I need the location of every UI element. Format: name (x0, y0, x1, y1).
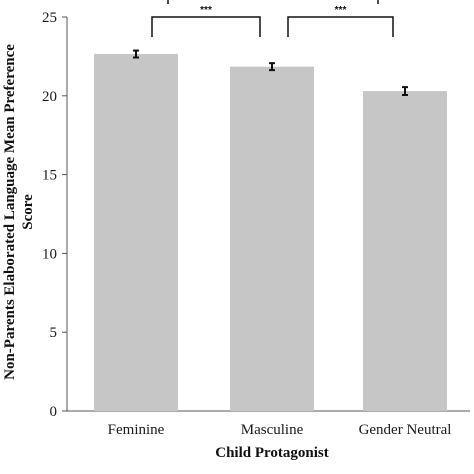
significance-label-0: *** (200, 5, 212, 16)
y-tick-label-0: 0 (50, 404, 58, 420)
significance-bracket-1 (287, 16, 394, 37)
y-axis-title: Non-Parents Elaborated Language Mean Pre… (2, 44, 36, 380)
y-tick-label-20: 20 (42, 89, 57, 105)
bar-gender-neutral (363, 91, 447, 412)
x-tick-label-0: Feminine (108, 422, 165, 438)
significance-bracket-0 (151, 16, 261, 37)
y-axis-title-line-1: Non-Parents Elaborated Language Mean Pre… (2, 44, 18, 380)
bar-feminine (94, 54, 178, 411)
y-tick-label-25: 25 (42, 10, 57, 26)
y-axis-title-line-2: Score (20, 194, 36, 230)
y-tick-label-15: 15 (42, 168, 57, 184)
x-tick-label-1: Masculine (241, 422, 304, 438)
significance-label-1: *** (335, 5, 347, 16)
x-axis-title: Child Protagonist (215, 445, 329, 461)
y-tick-label-5: 5 (50, 325, 58, 341)
bar-masculine (230, 66, 314, 412)
y-tick-label-10: 10 (42, 246, 57, 262)
x-tick-label-2: Gender Neutral (359, 422, 452, 438)
plot-area: 0 5 10 15 20 25 Feminine Masculine Gender Neutra… (42, 0, 470, 438)
